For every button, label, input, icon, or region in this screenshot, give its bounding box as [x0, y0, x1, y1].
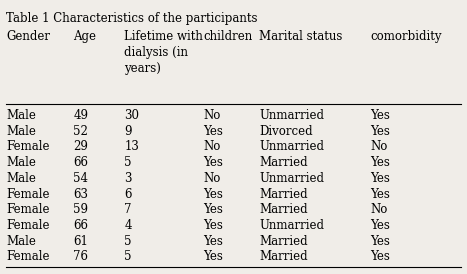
Text: 30: 30 — [124, 109, 140, 122]
Text: No: No — [203, 109, 221, 122]
Text: Female: Female — [6, 219, 50, 232]
Text: Yes: Yes — [370, 187, 390, 201]
Text: No: No — [370, 203, 388, 216]
Text: Yes: Yes — [203, 156, 223, 169]
Text: 52: 52 — [73, 125, 88, 138]
Text: 7: 7 — [124, 203, 132, 216]
Text: Married: Married — [259, 235, 308, 248]
Text: No: No — [370, 140, 388, 153]
Text: Yes: Yes — [203, 219, 223, 232]
Text: Female: Female — [6, 250, 50, 264]
Text: 6: 6 — [124, 187, 132, 201]
Text: Yes: Yes — [370, 250, 390, 264]
Text: 5: 5 — [124, 156, 132, 169]
Text: Yes: Yes — [203, 203, 223, 216]
Text: 76: 76 — [73, 250, 88, 264]
Text: Male: Male — [6, 125, 36, 138]
Text: Male: Male — [6, 172, 36, 185]
Text: Yes: Yes — [370, 109, 390, 122]
Text: Married: Married — [259, 156, 308, 169]
Text: 5: 5 — [124, 235, 132, 248]
Text: children: children — [203, 30, 253, 43]
Text: Yes: Yes — [203, 125, 223, 138]
Text: 9: 9 — [124, 125, 132, 138]
Text: Yes: Yes — [203, 235, 223, 248]
Text: 61: 61 — [73, 235, 88, 248]
Text: Married: Married — [259, 187, 308, 201]
Text: Gender: Gender — [6, 30, 50, 43]
Text: 13: 13 — [124, 140, 139, 153]
Text: Yes: Yes — [203, 187, 223, 201]
Text: comorbidity: comorbidity — [370, 30, 442, 43]
Text: 29: 29 — [73, 140, 88, 153]
Text: 49: 49 — [73, 109, 88, 122]
Text: 66: 66 — [73, 219, 88, 232]
Text: Marital status: Marital status — [259, 30, 342, 43]
Text: Yes: Yes — [370, 219, 390, 232]
Text: Married: Married — [259, 203, 308, 216]
Text: Male: Male — [6, 156, 36, 169]
Text: 5: 5 — [124, 250, 132, 264]
Text: Female: Female — [6, 187, 50, 201]
Text: Lifetime with
dialysis (in
years): Lifetime with dialysis (in years) — [124, 30, 203, 75]
Text: 3: 3 — [124, 172, 132, 185]
Text: Yes: Yes — [370, 172, 390, 185]
Text: Yes: Yes — [370, 235, 390, 248]
Text: Male: Male — [6, 109, 36, 122]
Text: Divorced: Divorced — [259, 125, 313, 138]
Text: 66: 66 — [73, 156, 88, 169]
Text: Unmarried: Unmarried — [259, 109, 324, 122]
Text: Age: Age — [73, 30, 96, 43]
Text: 54: 54 — [73, 172, 88, 185]
Text: Yes: Yes — [203, 250, 223, 264]
Text: No: No — [203, 140, 221, 153]
Text: Unmarried: Unmarried — [259, 219, 324, 232]
Text: Unmarried: Unmarried — [259, 140, 324, 153]
Text: Yes: Yes — [370, 156, 390, 169]
Text: Yes: Yes — [370, 125, 390, 138]
Text: Table 1 Characteristics of the participants: Table 1 Characteristics of the participa… — [6, 12, 257, 25]
Text: 4: 4 — [124, 219, 132, 232]
Text: 59: 59 — [73, 203, 88, 216]
Text: No: No — [203, 172, 221, 185]
Text: Unmarried: Unmarried — [259, 172, 324, 185]
Text: Female: Female — [6, 140, 50, 153]
Text: 63: 63 — [73, 187, 88, 201]
Text: Female: Female — [6, 203, 50, 216]
Text: Male: Male — [6, 235, 36, 248]
Text: Married: Married — [259, 250, 308, 264]
